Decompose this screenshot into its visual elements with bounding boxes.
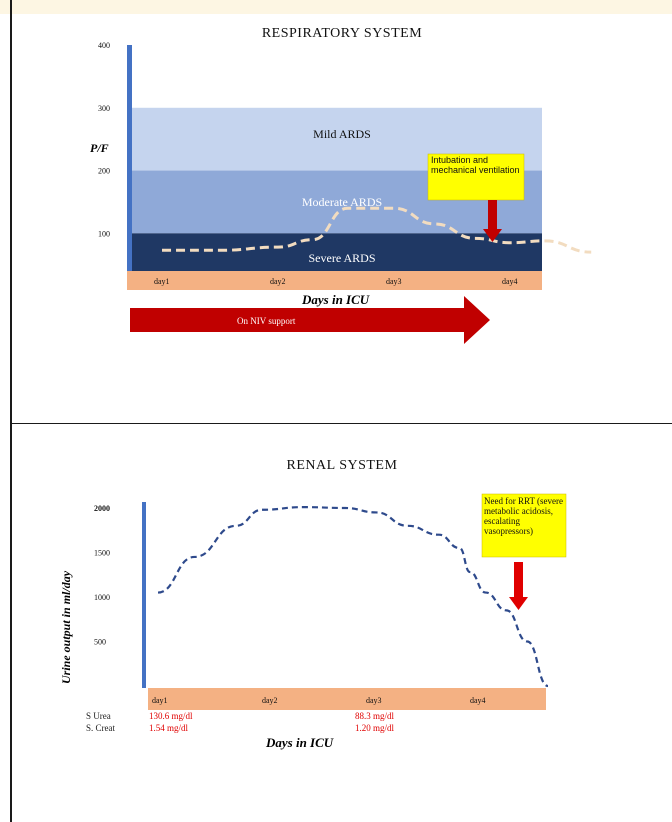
lab-row-label-urea: S Urea bbox=[86, 711, 111, 721]
y-axis-bar bbox=[127, 45, 132, 275]
lab-row-label-creat: S. Creat bbox=[86, 723, 115, 733]
renal-title: RENAL SYSTEM bbox=[286, 458, 398, 473]
x-tick-label: day3 bbox=[386, 277, 402, 286]
y-tick-label: 1000 bbox=[94, 593, 110, 602]
intubation-arrow-head bbox=[483, 229, 502, 242]
band-severe-ards bbox=[132, 233, 542, 271]
y-axis-label: P/F bbox=[90, 141, 109, 155]
y-tick-label: 200 bbox=[98, 167, 110, 176]
x-tick-label: day1 bbox=[154, 277, 170, 286]
niv-support-arrow: On NIV support bbox=[130, 296, 490, 344]
x-tick-label: day1 bbox=[152, 696, 168, 705]
x-category-band bbox=[127, 271, 542, 290]
x-tick-label: day2 bbox=[262, 696, 278, 705]
lab-value-creat-day3: 1.20 mg/dl bbox=[355, 723, 395, 733]
x-tick-label: day4 bbox=[470, 696, 486, 705]
lab-value-urea-day1: 130.6 mg/dl bbox=[149, 711, 193, 721]
y-tick-label: 100 bbox=[98, 229, 110, 238]
y-tick-label: 1500 bbox=[94, 549, 110, 558]
x-axis-label: Days in ICU bbox=[301, 292, 370, 307]
renal-chart: 500 1000 1500 2000 Urine output in ml/day N… bbox=[59, 493, 567, 750]
respiratory-chart: Mild ARDS Moderate ARDS Severe ARDS 100 200… bbox=[90, 41, 592, 344]
top-banner bbox=[0, 0, 672, 14]
x-tick-label: day3 bbox=[366, 696, 382, 705]
band-label: Moderate ARDS bbox=[302, 195, 382, 209]
x-tick-label: day2 bbox=[270, 277, 286, 286]
renal-panel: RENAL SYSTEM 500 1000 1500 2000 Urine outpu… bbox=[12, 424, 672, 822]
x-axis-label: Days in ICU bbox=[265, 735, 334, 750]
left-border bbox=[10, 0, 12, 822]
respiratory-panel: RESPIRATORY SYSTEM Mild ARDS Moderate ARD… bbox=[12, 14, 672, 423]
intubation-annotation: Intubation and mechanical ventilation bbox=[427, 153, 525, 242]
pf-ratio-line bbox=[162, 206, 592, 254]
lab-value-creat-day1: 1.54 mg/dl bbox=[149, 723, 189, 733]
y-tick-label: 400 bbox=[98, 41, 110, 50]
x-tick-label: day4 bbox=[502, 277, 518, 286]
band-label: Severe ARDS bbox=[309, 251, 376, 265]
respiratory-title: RESPIRATORY SYSTEM bbox=[261, 26, 423, 41]
y-tick-label: 500 bbox=[94, 638, 106, 647]
x-category-band bbox=[148, 688, 546, 710]
y-axis-label: Urine output in ml/day bbox=[59, 570, 73, 684]
rrt-annotation-text: Need for RRT (severe metabolic acidosis,… bbox=[484, 496, 564, 536]
urine-output-line bbox=[157, 506, 549, 688]
panel-divider bbox=[10, 423, 672, 424]
niv-support-label: On NIV support bbox=[237, 316, 296, 326]
y-tick-label: 300 bbox=[98, 104, 110, 113]
lab-value-urea-day3: 88.3 mg/dl bbox=[355, 711, 395, 721]
rrt-annotation: Need for RRT (severe metabolic acidosis,… bbox=[481, 493, 567, 610]
intubation-annotation-text: Intubation and mechanical ventilation bbox=[431, 155, 520, 175]
rrt-arrow-shaft bbox=[514, 562, 523, 598]
y-axis-bar bbox=[142, 502, 146, 688]
y-tick-label: 2000 bbox=[94, 504, 110, 513]
band-label: Mild ARDS bbox=[313, 127, 371, 141]
intubation-arrow-shaft bbox=[488, 200, 497, 230]
rrt-arrow-head bbox=[509, 597, 528, 610]
